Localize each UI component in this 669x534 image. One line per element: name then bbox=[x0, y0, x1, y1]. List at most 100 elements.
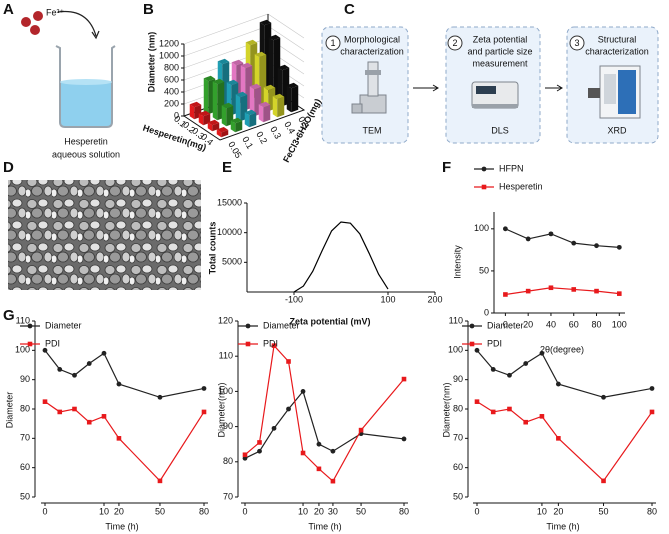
arrow bbox=[57, 10, 97, 37]
x-tick-label: 80 bbox=[592, 319, 602, 329]
point bbox=[271, 425, 277, 431]
z-tick-label: 0.2 bbox=[254, 130, 269, 146]
x-tick-label: 0 bbox=[242, 506, 247, 516]
point bbox=[72, 406, 77, 412]
point bbox=[571, 240, 577, 246]
y-tick-label: 70 bbox=[223, 491, 233, 501]
panel-label: A bbox=[3, 1, 14, 18]
bar-face bbox=[249, 83, 262, 90]
y-tick-label: 90 bbox=[453, 374, 463, 384]
x-tick-label: 30 bbox=[328, 506, 338, 516]
bar-face bbox=[221, 105, 227, 127]
x-tick-label: 50 bbox=[356, 506, 366, 516]
bar-face bbox=[212, 81, 218, 121]
step-number: 1 bbox=[330, 38, 335, 48]
point bbox=[330, 448, 336, 454]
x-tick-label: 20 bbox=[314, 506, 324, 516]
x-tick-label: -100 bbox=[285, 294, 303, 304]
point bbox=[242, 452, 248, 458]
x-tick-label: 40 bbox=[546, 319, 556, 329]
x-axis-title: 2θ(degree) bbox=[540, 344, 584, 354]
bar-face bbox=[203, 78, 209, 115]
bar bbox=[198, 110, 211, 126]
z-tick-label: 0.05 bbox=[226, 140, 243, 160]
bar-face bbox=[245, 39, 258, 46]
point bbox=[316, 441, 322, 447]
y-axis-title: Diameter (nm) bbox=[146, 32, 156, 93]
x-axis-title: Time (h) bbox=[546, 521, 579, 531]
y-tick-label: 0 bbox=[174, 110, 179, 120]
bar-face bbox=[263, 104, 271, 123]
bar-face bbox=[216, 129, 222, 138]
y-tick-label: 100 bbox=[218, 386, 233, 396]
point bbox=[616, 244, 622, 250]
point bbox=[556, 436, 561, 441]
grid-line bbox=[183, 13, 305, 45]
legend-marker bbox=[27, 323, 33, 329]
y-axis-title: Intensity bbox=[452, 245, 462, 279]
point bbox=[201, 386, 207, 391]
y-tick-label: 110 bbox=[219, 351, 233, 361]
y-tick-label: 80 bbox=[453, 403, 463, 413]
legend-marker bbox=[469, 323, 475, 329]
point bbox=[116, 381, 122, 387]
point bbox=[286, 359, 291, 364]
z-tick-label: 0.3 bbox=[268, 125, 283, 141]
point bbox=[86, 361, 92, 366]
y-tick-label: 90 bbox=[223, 421, 233, 431]
y-tick-label: 600 bbox=[164, 74, 179, 84]
y-tick-label: 120 bbox=[218, 315, 233, 325]
x-tick-label: 50 bbox=[599, 506, 609, 516]
bar-face bbox=[217, 58, 230, 65]
y-tick-label: 80 bbox=[20, 403, 30, 413]
line-chart: 5000 10000 15000 -100 100 200 Zeta potential (… bbox=[207, 197, 442, 326]
panel-label: G bbox=[3, 307, 15, 324]
point bbox=[594, 243, 599, 249]
x-tick-label: 0 bbox=[42, 506, 47, 516]
bar-face bbox=[235, 91, 248, 98]
bar-face bbox=[203, 75, 216, 82]
point bbox=[490, 409, 496, 415]
point bbox=[116, 436, 122, 441]
x-tick-label: 10 bbox=[298, 506, 308, 516]
bar-face bbox=[263, 84, 276, 91]
y-tick-label: 50 bbox=[479, 265, 489, 275]
x-tick-label: 100 bbox=[612, 319, 627, 329]
bar-face bbox=[277, 96, 285, 118]
point bbox=[474, 347, 480, 353]
x-tick-label: 20 bbox=[553, 506, 563, 516]
caption: aqueous solution bbox=[52, 149, 120, 159]
x-tick-label: 0 bbox=[474, 506, 479, 516]
point bbox=[257, 440, 262, 445]
point bbox=[525, 236, 531, 242]
step-box bbox=[321, 26, 409, 144]
point bbox=[157, 394, 163, 400]
bar-face bbox=[244, 112, 250, 128]
step-method: XRD bbox=[607, 125, 627, 135]
point bbox=[286, 406, 291, 412]
point bbox=[57, 367, 63, 372]
bar bbox=[258, 101, 271, 123]
point bbox=[490, 367, 496, 372]
point bbox=[57, 409, 63, 415]
x-tick-label: 80 bbox=[199, 506, 209, 516]
y-tick-label: 100 bbox=[474, 223, 489, 233]
step-badge bbox=[569, 35, 585, 51]
series-line bbox=[44, 349, 205, 398]
series-line bbox=[505, 228, 620, 248]
line-chart: 50 60 70 80 90 100 110 0 10 20 50 80 Diameter PDI Time… bbox=[441, 315, 657, 531]
bar-face bbox=[277, 64, 290, 71]
water-surface bbox=[60, 79, 112, 85]
micrograph bbox=[8, 180, 201, 290]
y-tick-label: 15000 bbox=[217, 197, 242, 207]
bar-face bbox=[226, 79, 239, 86]
step-badge bbox=[447, 35, 463, 51]
y-tick-label: 50 bbox=[453, 491, 463, 501]
legend-label: Diameter bbox=[487, 320, 524, 330]
bar bbox=[272, 93, 285, 118]
bar-face bbox=[258, 101, 271, 108]
bar-face bbox=[212, 78, 225, 85]
bar-face bbox=[221, 129, 229, 138]
point bbox=[157, 478, 163, 484]
